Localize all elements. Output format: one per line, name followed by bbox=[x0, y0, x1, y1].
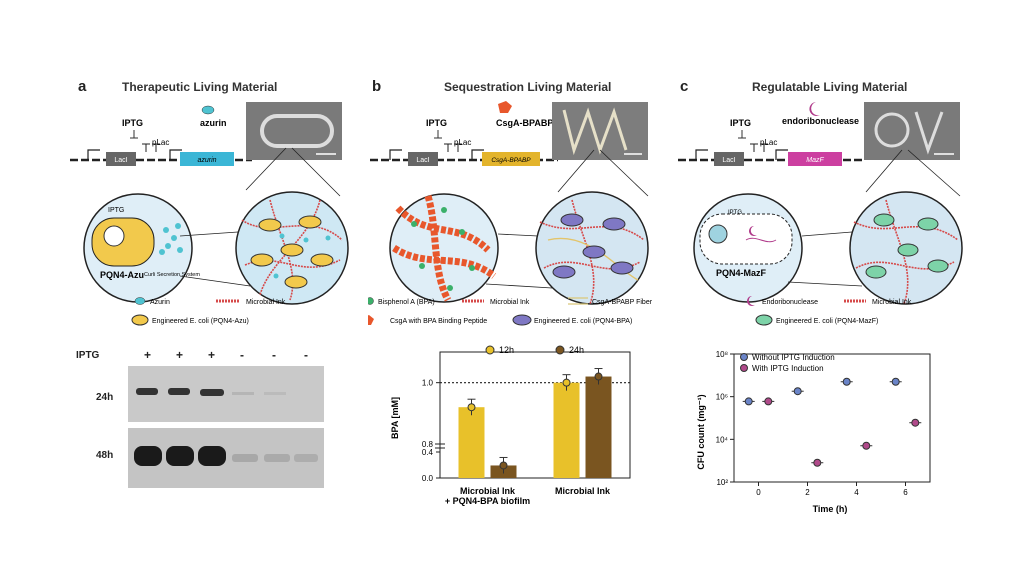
data-point bbox=[594, 372, 603, 381]
c-plac-label: pLac bbox=[760, 138, 777, 147]
western-row-24h: 24h bbox=[96, 392, 114, 403]
western-blot bbox=[128, 366, 324, 488]
bar bbox=[585, 376, 612, 478]
panel-b-title: Sequestration Living Material bbox=[444, 80, 612, 94]
cfu-x-axis-label: Time (h) bbox=[813, 504, 848, 514]
c-iptg-label: IPTG bbox=[730, 118, 751, 128]
panel-a-letter: a bbox=[78, 78, 87, 95]
a-laci-gene: LacI bbox=[114, 157, 127, 164]
legend-marker bbox=[555, 345, 565, 355]
data-point bbox=[764, 397, 773, 406]
a-azurin-gene: azurin bbox=[197, 157, 216, 164]
data-point bbox=[813, 458, 822, 467]
cfu-scatter-chart: CFU count (mg⁻¹) Time (h) 0 2 4 6 10² 10⁴ 10⁶ 1… bbox=[696, 350, 931, 514]
bar bbox=[553, 382, 580, 478]
western-signs: + + + - - - bbox=[136, 348, 326, 362]
b-laci-gene: LacI bbox=[416, 157, 429, 164]
western-sign: - bbox=[240, 348, 244, 362]
a-secretion-label: Curli Secretion System bbox=[144, 272, 200, 278]
cfu-y-tick-label: 10⁸ bbox=[716, 350, 728, 359]
panel-a-schematic: IPTG pLac LacI azurin azurin IPTG Curli … bbox=[70, 102, 349, 326]
data-point bbox=[862, 441, 871, 450]
cfu-y-tick-label: 10⁶ bbox=[716, 393, 728, 402]
b-csga-gene: CsgA-BPABP bbox=[491, 157, 531, 164]
cfu-y-tick-label: 10⁴ bbox=[716, 435, 729, 444]
c-legend-ecoli: Engineered E. coli (PQN4-MazF) bbox=[776, 318, 878, 325]
legend-marker bbox=[740, 364, 748, 372]
a-legend-ecoli: Engineered E. coli (PQN4-Azu) bbox=[152, 318, 249, 325]
bar bbox=[458, 407, 485, 478]
western-row-48h: 48h bbox=[96, 450, 114, 461]
c-strain-label: PQN4-MazF bbox=[716, 268, 767, 278]
cfu-x-tick-label: 4 bbox=[854, 488, 859, 497]
b-product-label: CsgA-BPABP bbox=[496, 118, 553, 128]
legend-marker bbox=[740, 353, 748, 361]
cfu-x-tick-label: 0 bbox=[756, 488, 761, 497]
data-point bbox=[467, 403, 476, 412]
bar-y-tick-label: 0.0 bbox=[422, 474, 434, 483]
western-sign: - bbox=[272, 348, 276, 362]
bar-y-tick-label: 0.4 bbox=[422, 448, 434, 457]
a-iptg-label: IPTG bbox=[122, 118, 143, 128]
b-legend-ink: Microbial Ink bbox=[490, 299, 530, 306]
western-sign: + bbox=[208, 348, 216, 362]
panel-c-schematic: IPTG pLac LacI MazF endoribonuclease IPT… bbox=[678, 102, 963, 326]
data-point bbox=[891, 377, 900, 386]
b-legend-bpa: Bisphenol A (BPA) bbox=[378, 299, 435, 306]
c-legend-ink: Microbial Ink bbox=[872, 299, 912, 306]
b-plac-label: pLac bbox=[454, 138, 471, 147]
panel-c-title: Regulatable Living Material bbox=[752, 80, 908, 94]
panel-b-schematic: IPTG pLac LacI CsgA-BPABP CsgA-BPABP Bis… bbox=[368, 101, 653, 326]
western-sign: + bbox=[176, 348, 184, 362]
cfu-y-axis-label: CFU count (mg⁻¹) bbox=[696, 394, 706, 469]
legend-label: Without IPTG Induction bbox=[752, 353, 835, 362]
bar-y-tick-label: 1.0 bbox=[422, 379, 434, 388]
a-product-label: azurin bbox=[200, 118, 227, 128]
cfu-y-tick-label: 10² bbox=[716, 478, 728, 487]
c-mazf-gene: MazF bbox=[806, 157, 824, 164]
legend-label: 12h bbox=[499, 345, 514, 355]
data-point bbox=[842, 377, 851, 386]
panel-b-letter: b bbox=[372, 78, 382, 95]
a-legend-ink: Microbial Ink bbox=[246, 299, 286, 306]
data-point bbox=[793, 387, 802, 396]
bar-category-label: Microbial Ink bbox=[555, 486, 611, 496]
bar-category-label: Microbial Ink bbox=[460, 486, 516, 496]
c-product-label: endoribonuclease bbox=[782, 116, 859, 126]
panel-c-letter: c bbox=[680, 78, 689, 95]
data-point bbox=[562, 378, 571, 387]
c-print-photo bbox=[864, 102, 960, 160]
legend-label: With IPTG Induction bbox=[752, 364, 824, 373]
data-point bbox=[744, 397, 753, 406]
data-point bbox=[911, 418, 920, 427]
western-iptg-label: IPTG bbox=[76, 350, 100, 361]
cfu-x-tick-label: 6 bbox=[903, 488, 908, 497]
c-laci-gene: LacI bbox=[722, 157, 735, 164]
bar-frame bbox=[439, 351, 631, 479]
legend-label: 24h bbox=[569, 345, 584, 355]
c-legend-endo: Endoribonuclease bbox=[762, 299, 818, 306]
a-ecoli-cell bbox=[91, 217, 155, 267]
panel-a-title: Therapeutic Living Material bbox=[122, 80, 278, 94]
data-point bbox=[499, 461, 508, 470]
a-strain-label: PQN4-Azu bbox=[100, 270, 144, 280]
b-legend-fiber: CsgA-BPABP Fiber bbox=[592, 299, 653, 306]
western-sign: - bbox=[304, 348, 308, 362]
bar-category-label: + PQN4-BPA biofilm bbox=[445, 496, 530, 506]
b-legend-ecoli: Engineered E. coli (PQN4-BPA) bbox=[534, 318, 632, 325]
cfu-x-tick-label: 2 bbox=[805, 488, 810, 497]
c-cell-iptg: IPTG bbox=[728, 210, 742, 216]
b-legend-csga: CsgA with BPA Binding Peptide bbox=[390, 318, 487, 325]
b-iptg-label: IPTG bbox=[426, 118, 447, 128]
a-legend-azurin: Azurin bbox=[150, 299, 170, 306]
western-sign: + bbox=[144, 348, 152, 362]
bar-y-axis-label: BPA [mM] bbox=[390, 397, 400, 439]
cfu-frame bbox=[733, 353, 931, 483]
a-cell-iptg: IPTG bbox=[108, 207, 124, 214]
legend-marker bbox=[485, 345, 495, 355]
a-plac-label: pLac bbox=[152, 138, 169, 147]
bar-y-tick-label: 0.8 bbox=[422, 440, 434, 449]
